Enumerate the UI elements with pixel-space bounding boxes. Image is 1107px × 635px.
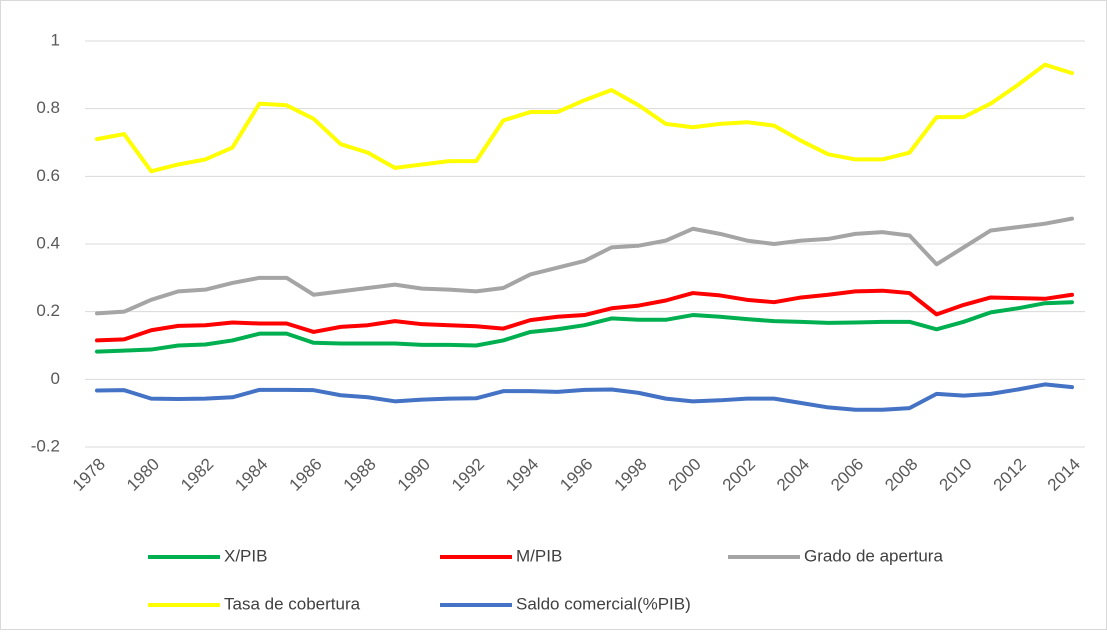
legend-label: X/PIB	[224, 546, 267, 565]
y-tick-label: 1	[51, 30, 60, 49]
legend: X/PIB M/PIB Grado de apertura Tasa de cober…	[148, 546, 943, 613]
y-tick-label: -0.2	[31, 436, 60, 455]
legend-label: Tasa de cobertura	[224, 594, 361, 613]
series-line	[95, 288, 1074, 343]
legend-item: M/PIB	[440, 546, 562, 565]
series-line	[95, 216, 1074, 316]
y-tick-label: 0	[51, 369, 60, 388]
y-tick-label: 0.2	[36, 301, 60, 320]
series-line	[95, 62, 1074, 174]
y-tick-label: 0.4	[36, 233, 60, 252]
legend-label: Saldo comercial(%PIB)	[516, 594, 691, 613]
legend-item: Tasa de cobertura	[148, 594, 361, 613]
legend-item: Grado de apertura	[728, 546, 943, 565]
legend-item: X/PIB	[148, 546, 267, 565]
series-line	[95, 382, 1074, 412]
series-line	[95, 300, 1074, 354]
legend-label: M/PIB	[516, 546, 562, 565]
y-tick-label: 0.6	[36, 166, 60, 185]
legend-label: Grado de apertura	[804, 546, 943, 565]
legend-item: Saldo comercial(%PIB)	[440, 594, 691, 613]
y-tick-label: 0.8	[36, 98, 60, 117]
